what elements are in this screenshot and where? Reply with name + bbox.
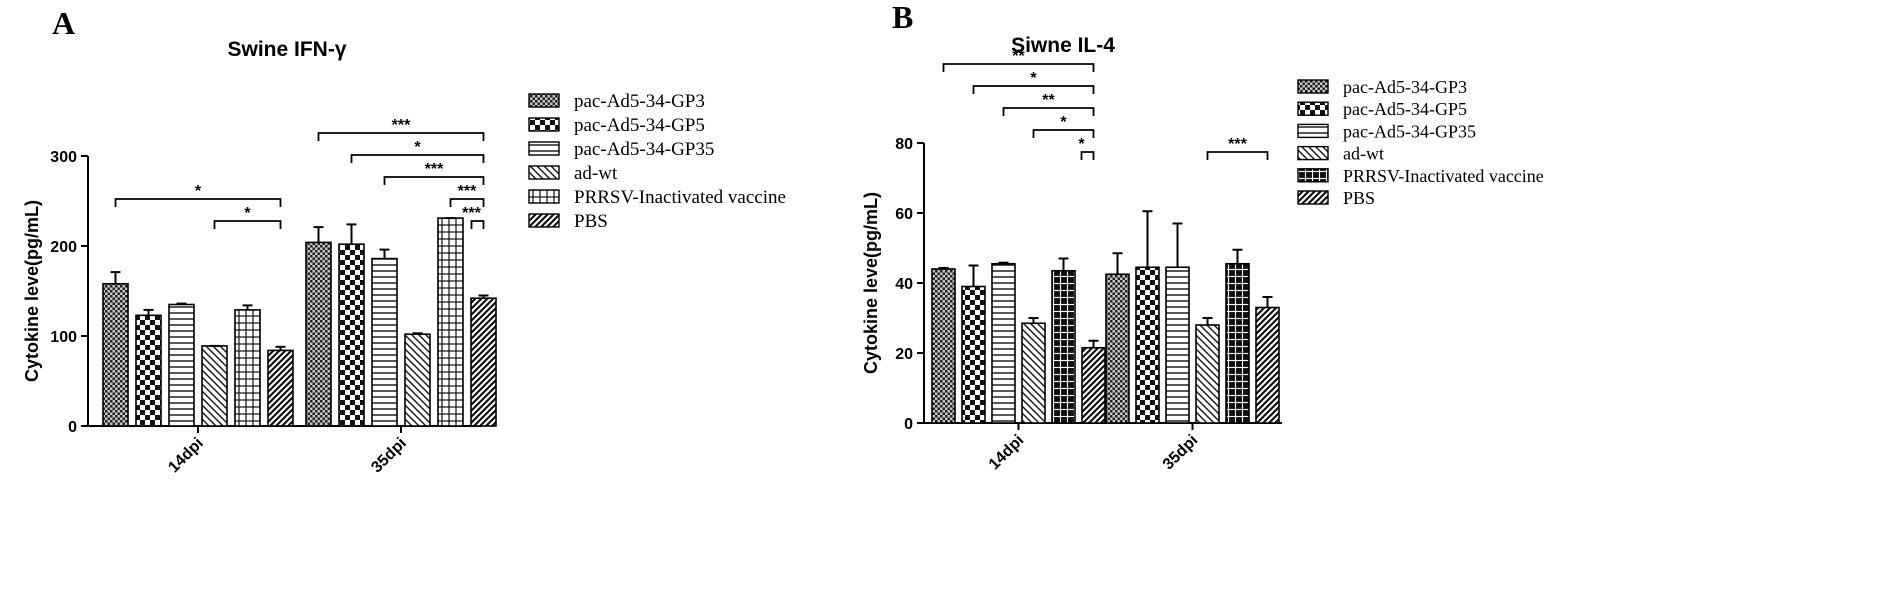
legend-label: pac-Ad5-34-GP5	[574, 115, 705, 136]
y-axis-label: Cytokine leve(pg/mL)	[22, 200, 42, 382]
significance-label: **	[1012, 48, 1025, 65]
legend-swatch	[1297, 145, 1329, 161]
significance-bracket	[1206, 151, 1269, 160]
y-tick-label: 60	[895, 206, 913, 223]
bar	[470, 297, 497, 427]
bar	[1225, 262, 1250, 424]
legend-label: pac-Ad5-34-GP35	[574, 139, 714, 160]
bar	[1051, 269, 1076, 424]
legend-swatch	[528, 141, 560, 156]
bar	[404, 333, 431, 427]
significance-bracket	[470, 220, 485, 229]
bar	[437, 217, 464, 427]
bar	[1081, 346, 1106, 424]
bar	[267, 349, 294, 427]
legend-swatch	[528, 165, 560, 180]
y-tick-label: 100	[50, 329, 77, 346]
bar	[135, 314, 162, 427]
legend-swatch	[1297, 101, 1329, 116]
x-tick-label: 14dpi	[986, 432, 1028, 474]
bar	[102, 282, 129, 427]
legend-swatch	[528, 117, 560, 132]
significance-label: ***	[462, 205, 481, 222]
bar	[371, 257, 398, 427]
legend-swatch	[528, 93, 560, 108]
legend-swatch	[1297, 168, 1329, 183]
bar	[1255, 306, 1280, 424]
significance-label: *	[195, 183, 202, 200]
legend-label: pac-Ad5-34-GP35	[1343, 121, 1476, 141]
legend-label: PBS	[1343, 188, 1375, 208]
bar	[168, 303, 195, 427]
bar	[1135, 266, 1160, 424]
y-tick-label: 40	[895, 276, 913, 293]
legend-label: PRRSV-Inactivated vaccine	[574, 187, 786, 208]
bar	[338, 243, 365, 427]
significance-bracket	[1032, 129, 1095, 138]
significance-bracket	[942, 63, 1095, 72]
legend-label: pac-Ad5-34-GP3	[1343, 77, 1467, 97]
panel-label: B	[892, 0, 913, 35]
y-tick-label: 0	[904, 416, 913, 433]
significance-label: ***	[458, 183, 477, 200]
significance-bracket	[1002, 107, 1095, 116]
y-tick-label: 20	[895, 346, 913, 363]
significance-label: *	[414, 139, 421, 156]
legend-label: pac-Ad5-34-GP3	[574, 91, 705, 112]
legend-label: pac-Ad5-34-GP5	[1343, 99, 1467, 119]
significance-bracket	[1080, 151, 1095, 160]
x-tick-label: 35dpi	[1160, 432, 1202, 474]
y-tick-label: 200	[50, 239, 77, 256]
legend-label: PRRSV-Inactivated vaccine	[1343, 166, 1544, 186]
bar	[234, 309, 261, 427]
legend-swatch	[528, 189, 560, 204]
x-tick-label: 35dpi	[368, 435, 410, 477]
legend-swatch	[1297, 190, 1329, 205]
legend-swatch	[528, 213, 560, 228]
bar	[931, 268, 956, 424]
significance-label: ***	[1228, 136, 1247, 153]
legend-label: PBS	[574, 211, 608, 232]
significance-bracket	[317, 132, 485, 141]
x-tick-label: 14dpi	[165, 435, 207, 477]
y-tick-label: 300	[50, 149, 77, 166]
significance-label: *	[1030, 70, 1037, 87]
y-axis-label: Cytokine leve(pg/mL)	[861, 192, 881, 374]
bar	[201, 345, 228, 427]
legend-swatch	[1297, 79, 1329, 94]
y-tick-label: 80	[895, 136, 913, 153]
significance-bracket	[350, 154, 485, 163]
legend-swatch	[1297, 123, 1329, 139]
panel-label: A	[52, 5, 75, 41]
significance-label: *	[1078, 136, 1085, 153]
significance-label: *	[244, 205, 251, 222]
significance-label: ***	[425, 161, 444, 178]
bar	[1195, 324, 1220, 424]
chart-title: Siwne IL-4	[1011, 34, 1115, 57]
significance-bracket	[114, 198, 282, 207]
bar	[1165, 266, 1190, 424]
bar	[1021, 322, 1046, 424]
significance-label: ***	[392, 117, 411, 134]
panel-a: A Swine IFN-γ 0 100 200 300 Cytokine leve(pg/m…	[22, 5, 786, 476]
chart-title: Swine IFN-γ	[227, 38, 346, 61]
bar	[305, 241, 332, 427]
legend-label: ad-wt	[1343, 144, 1384, 164]
significance-bracket	[213, 220, 282, 229]
y-tick-label: 0	[68, 419, 77, 436]
significance-label: **	[1042, 92, 1055, 109]
significance-bracket	[972, 85, 1095, 94]
bar	[991, 262, 1016, 424]
significance-bracket	[449, 198, 485, 207]
bar	[961, 285, 986, 424]
significance-bracket	[383, 176, 485, 185]
panel-b: B Siwne IL-4 0 20 40 60 80 Cytokine leve(pg/mL)…	[861, 0, 1544, 473]
significance-label: *	[1060, 114, 1067, 131]
legend-label: ad-wt	[574, 163, 618, 184]
bar	[1105, 273, 1130, 424]
